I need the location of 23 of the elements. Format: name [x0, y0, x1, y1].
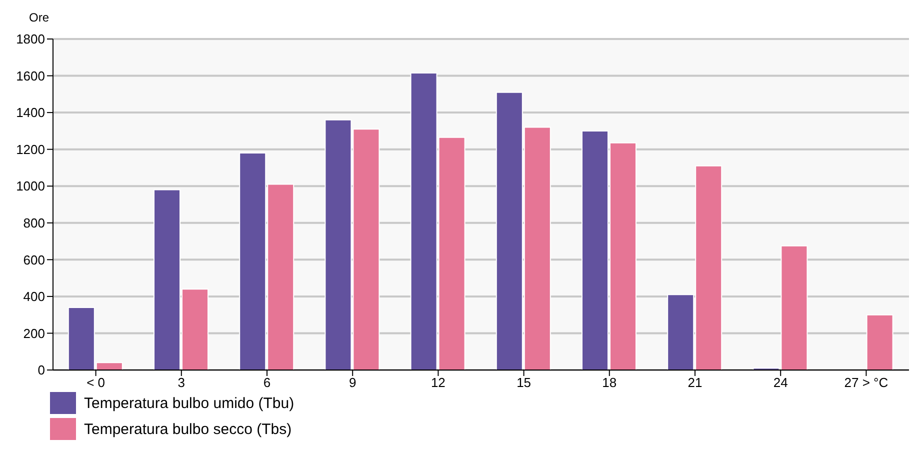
x-tick-label: 27 > °C	[844, 375, 888, 390]
y-tick-label: 1200	[16, 142, 45, 157]
y-tick-label: 1000	[16, 178, 45, 194]
x-tick-label: < 0	[86, 375, 106, 390]
x-tick-label: 15	[516, 375, 532, 390]
y-tick-label: 600	[23, 252, 45, 268]
y-tick-label: 1400	[16, 105, 45, 120]
y-tick-label: 1600	[16, 68, 45, 84]
x-tick-label: 3	[178, 375, 186, 390]
x-tick-label: 24	[773, 375, 788, 390]
legend-label: Temperatura bulbo secco (Tbs)	[84, 420, 292, 438]
y-tick-label: 1800	[16, 32, 45, 47]
legend-label: Temperatura bulbo umido (Tbu)	[84, 394, 294, 412]
x-tick-label: 6	[263, 375, 271, 390]
x-tick-label: 18	[602, 375, 617, 390]
y-tick-label: 200	[23, 326, 45, 341]
y-tick-label: 400	[23, 289, 45, 304]
y-axis-title: Ore	[28, 10, 50, 25]
x-tick-label: 12	[430, 375, 446, 390]
x-tick-label: 9	[348, 375, 356, 390]
x-tick-label: 21	[688, 375, 702, 390]
y-tick-label: 0	[38, 362, 45, 378]
y-tick-label: 800	[23, 216, 45, 231]
